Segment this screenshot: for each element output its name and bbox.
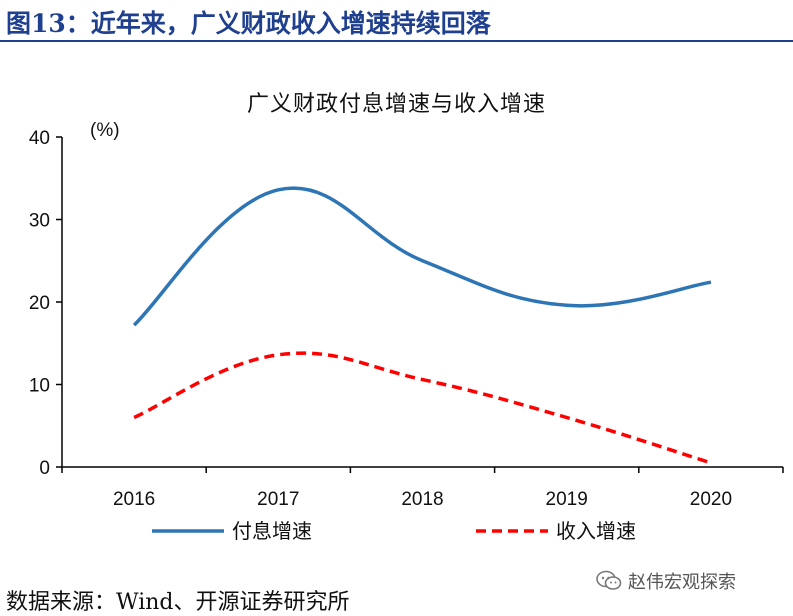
series-line-2 — [133, 351, 712, 465]
watermark: 赵伟宏观探索 — [596, 568, 736, 594]
axes: 0 10 20 30 40 2016 2017 2018 2019 2020 — [29, 128, 784, 510]
figure-header: 图13：近年来，广义财政收入增速持续回落 — [0, 0, 793, 44]
series-line-1 — [132, 186, 712, 327]
title-rule — [0, 40, 793, 42]
y-tick-label: 40 — [29, 128, 50, 149]
y-tick-label: 0 — [39, 458, 50, 479]
watermark-text: 赵伟宏观探索 — [628, 572, 736, 593]
figure-title: 图13：近年来，广义财政收入增速持续回落 — [6, 9, 491, 38]
wechat-icon — [596, 570, 622, 592]
y-unit-label: (%) — [90, 120, 120, 141]
line-chart: 0 10 20 30 40 2016 2017 2018 2019 2020 付息增速 收入增速 — [29, 128, 784, 543]
x-tick-label: 2018 — [401, 489, 443, 510]
chart-title: 广义财政付息增速与收入增速 — [246, 92, 546, 117]
source-note: 数据来源：Wind、开源证券研究所 — [6, 590, 350, 615]
x-tick-label: 2016 — [113, 489, 155, 510]
legend-label-1: 付息增速 — [232, 519, 312, 543]
y-tick-label: 10 — [29, 376, 50, 397]
y-tick-label: 20 — [29, 293, 50, 314]
legend-label-2: 收入增速 — [556, 519, 636, 543]
y-tick-label: 30 — [29, 211, 50, 232]
legend: 付息增速 收入增速 — [152, 519, 636, 543]
x-tick-label: 2020 — [690, 489, 732, 510]
x-tick-label: 2017 — [257, 489, 299, 510]
x-tick-label: 2019 — [546, 489, 588, 510]
series-layer — [132, 186, 712, 465]
